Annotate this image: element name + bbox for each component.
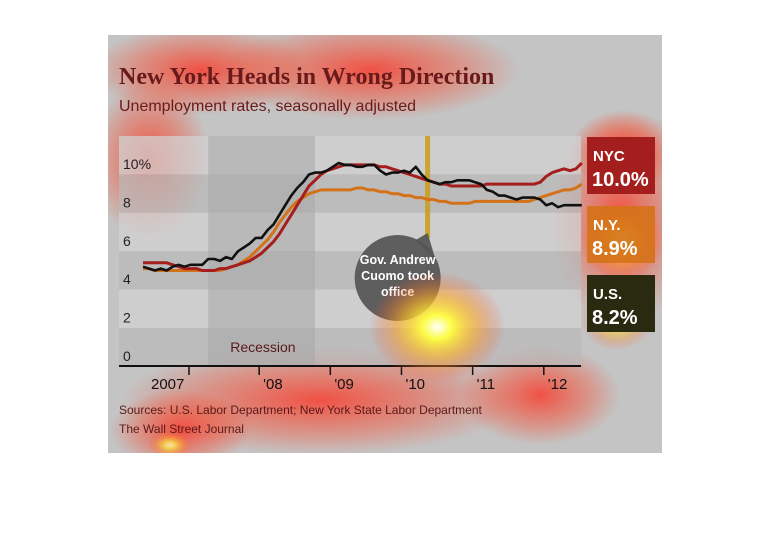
chart-subtitle: Unemployment rates, seasonally adjusted [119, 98, 416, 115]
legend-item-us: U.S. 8.2% [587, 275, 655, 332]
legend-value-nyc: 10.0% [592, 169, 649, 191]
grid-band [119, 290, 581, 328]
x-tick-label: '11 [477, 376, 495, 393]
y-tick-label: 6 [123, 233, 131, 249]
source-note: Sources: U.S. Labor Department; New York… [119, 403, 483, 417]
chart-title: New York Heads in Wrong Direction [119, 64, 494, 90]
credit-note: The Wall Street Journal [119, 422, 244, 436]
plot-bands [119, 136, 581, 366]
legend-item-nyc: NYC 10.0% [587, 137, 655, 194]
x-tick-label: '12 [548, 376, 568, 393]
legend-name-nyc: NYC [593, 148, 625, 165]
y-tick-label: 4 [123, 271, 131, 287]
y-tick-label: 8 [123, 194, 131, 210]
legend-value-ny: 8.9% [592, 238, 638, 260]
legend-value-us: 8.2% [592, 307, 638, 329]
y-tick-label: 10% [123, 156, 151, 172]
grid-band [119, 136, 581, 174]
recession-label: Recession [230, 339, 295, 355]
legend-name-ny: N.Y. [593, 217, 621, 234]
legend-item-ny: N.Y. 8.9% [587, 206, 655, 263]
recession-shade [208, 136, 315, 366]
grid-band [119, 174, 581, 212]
x-tick-label: '09 [334, 376, 354, 393]
y-tick-label: 0 [123, 348, 131, 364]
x-tick-label: '08 [263, 376, 283, 393]
legend: NYC 10.0% N.Y. 8.9% U.S. 8.2% [587, 137, 655, 332]
annotation-text-line: Gov. Andrew [360, 253, 436, 267]
x-tick-label: 2007 [151, 376, 184, 393]
grid-band [119, 328, 581, 366]
y-tick-label: 2 [123, 310, 131, 326]
grid-band [119, 213, 581, 251]
legend-name-us: U.S. [593, 286, 622, 303]
